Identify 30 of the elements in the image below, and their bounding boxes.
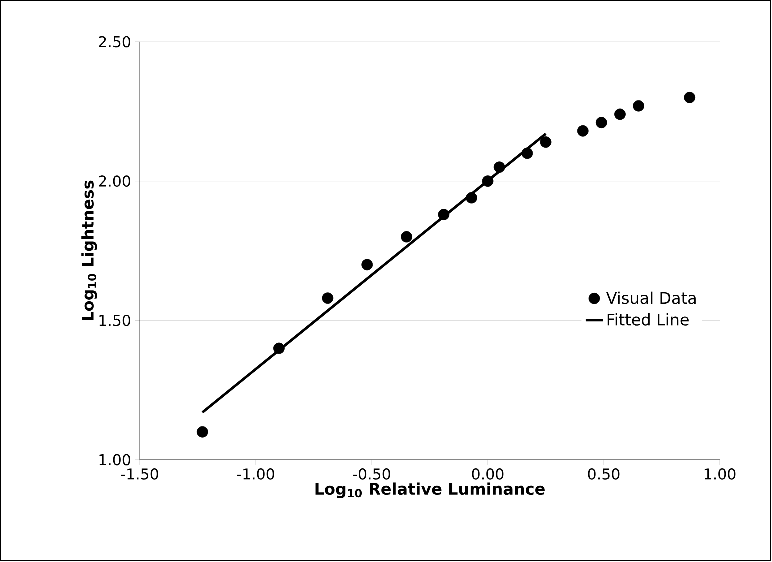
x-tick-label: -0.50	[353, 468, 390, 480]
x-tick-label: 1.00	[704, 468, 736, 480]
point	[362, 259, 374, 271]
point	[522, 148, 534, 160]
point	[633, 100, 644, 112]
x-axis-title: Log$_{10}$ Relative Luminance	[316, 482, 545, 498]
point	[684, 92, 696, 104]
point	[596, 117, 608, 129]
point	[466, 192, 478, 204]
legend-label: Visual Data	[606, 292, 696, 304]
x-tick-label: -1.50	[121, 468, 158, 480]
y-tick-label: 1.00	[100, 454, 130, 466]
point	[401, 231, 412, 243]
point	[482, 176, 494, 188]
y-tick-label: 2.00	[99, 176, 130, 188]
legend-label: Fitted Line	[608, 314, 689, 326]
point	[274, 342, 285, 354]
y-tick-label: 1.50	[100, 314, 130, 326]
point	[196, 426, 208, 438]
x-tick-label: 0.00	[472, 468, 504, 480]
point	[577, 125, 589, 137]
y-axis-title: Log$_{10}$ Lightness	[82, 180, 98, 320]
x-tick-label: -1.00	[237, 468, 274, 480]
point	[614, 108, 626, 120]
point	[494, 162, 506, 174]
point	[540, 136, 552, 148]
y-tick-label: 2.50	[99, 36, 130, 48]
point	[438, 209, 450, 220]
point	[322, 292, 334, 304]
x-tick-label: 0.50	[588, 468, 620, 480]
